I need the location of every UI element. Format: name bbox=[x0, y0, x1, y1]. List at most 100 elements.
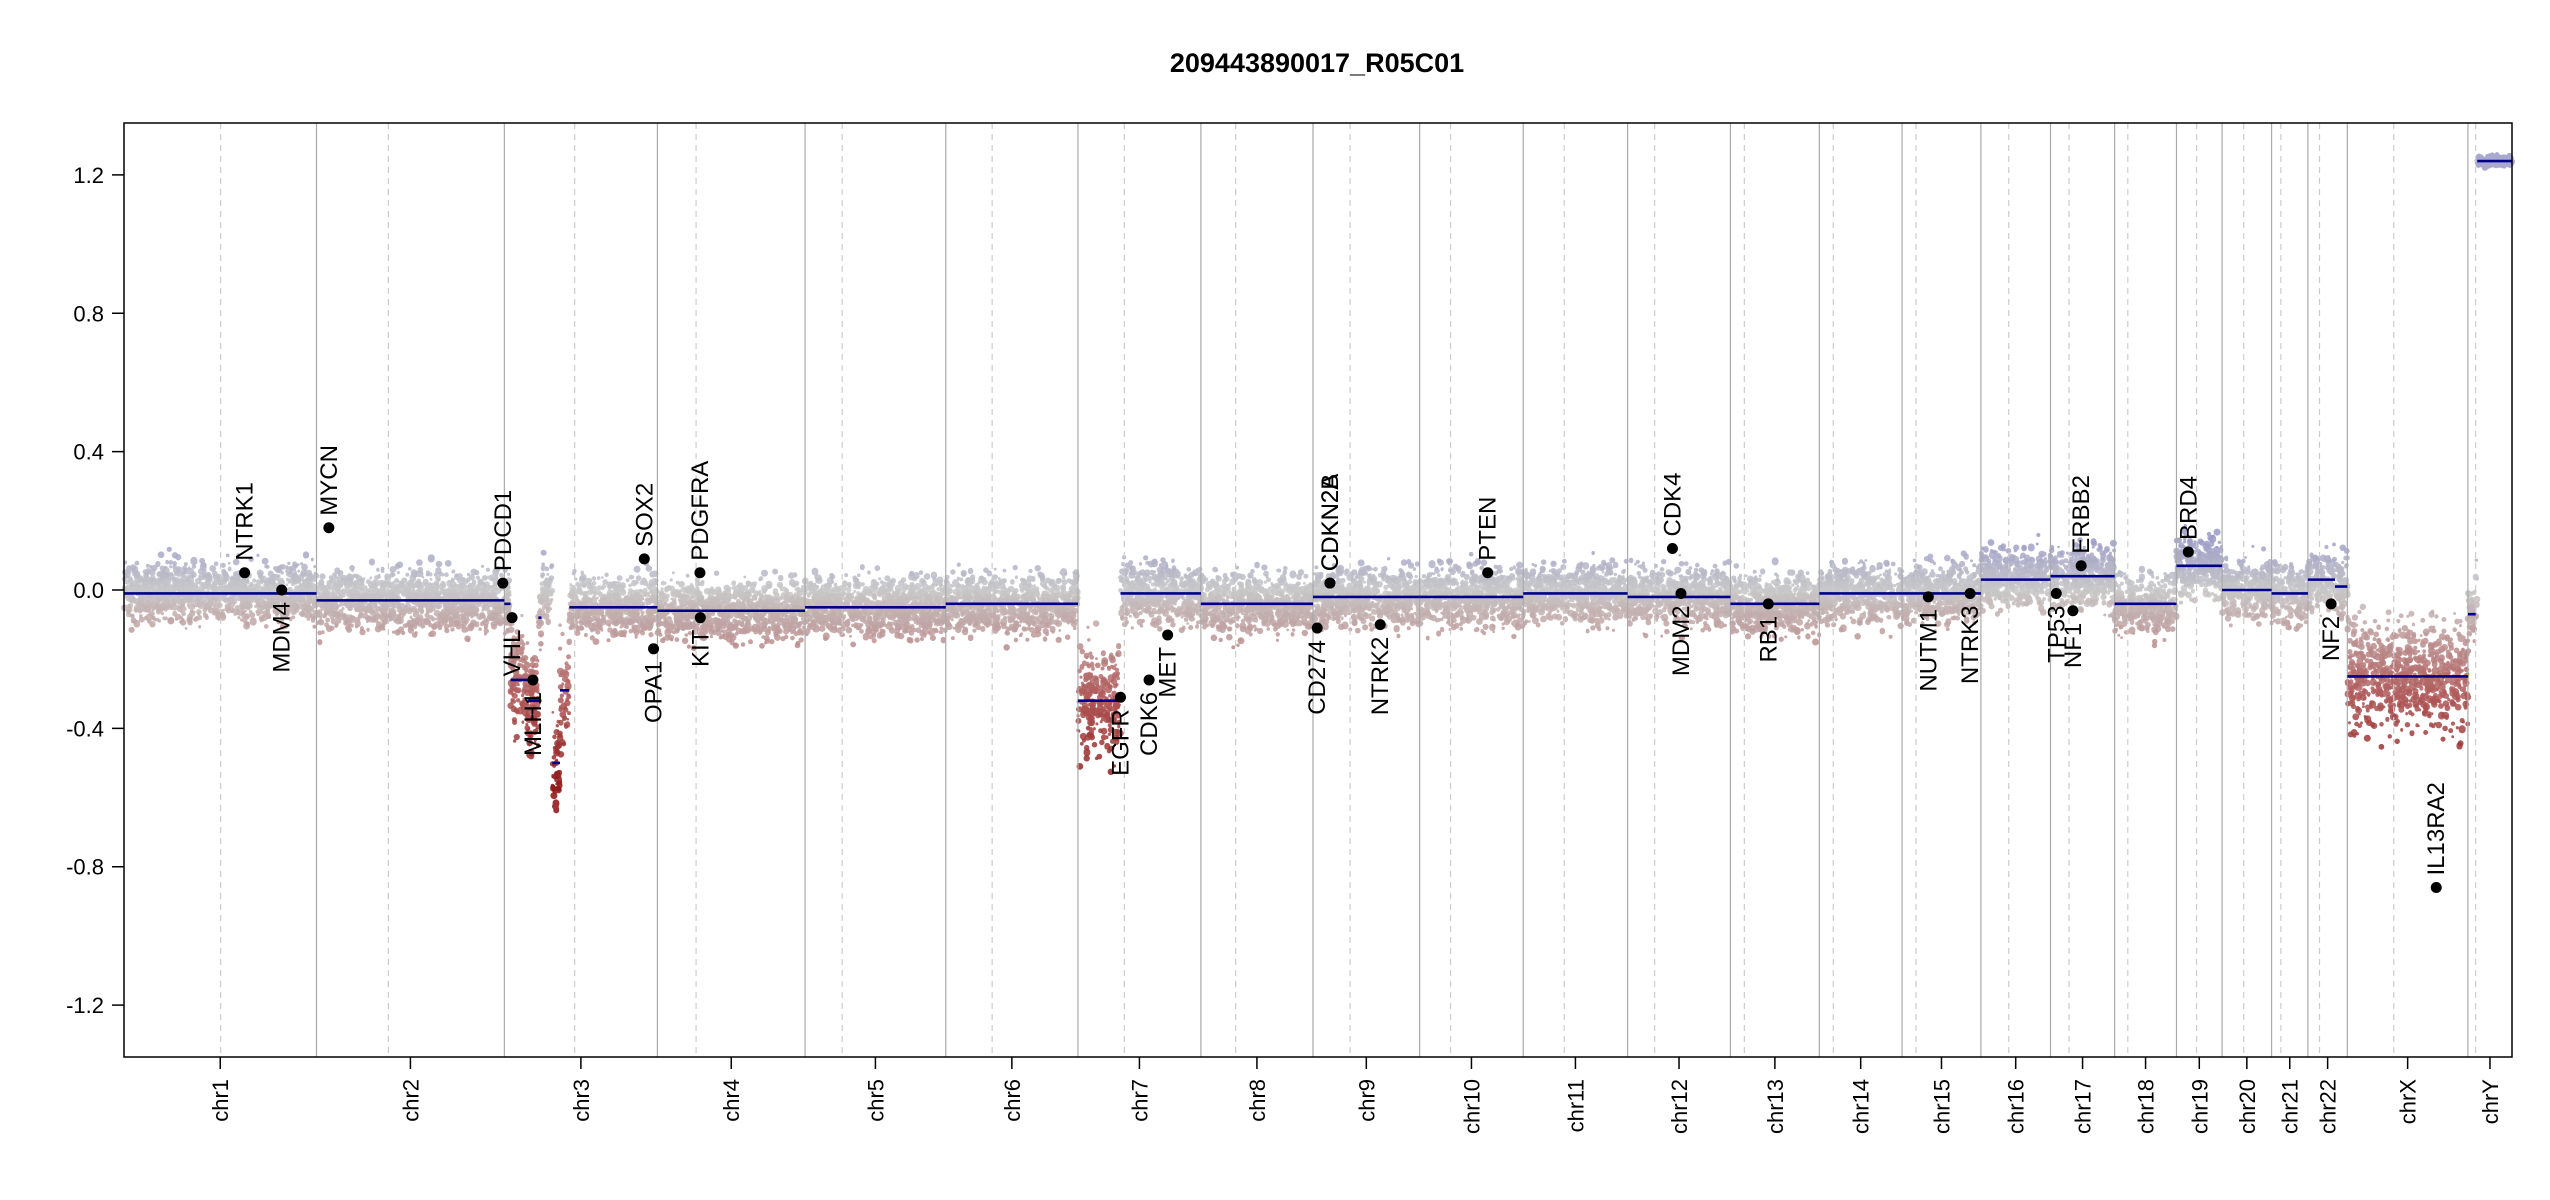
probe-point-cloud bbox=[557, 750, 565, 758]
x-tick-label: chr16 bbox=[2004, 1079, 2029, 1134]
y-tick-label: -0.8 bbox=[66, 855, 104, 880]
probe-point-cloud bbox=[526, 740, 2464, 747]
gene-label: BRD4 bbox=[2175, 476, 2202, 540]
probe-point-cloud bbox=[515, 648, 2451, 657]
probe-point-cloud bbox=[527, 681, 2462, 690]
probe-point-cloud bbox=[1108, 745, 1115, 752]
gene-marker bbox=[694, 612, 706, 624]
gene-label: OPA1 bbox=[641, 661, 668, 723]
y-tick-label: 0.4 bbox=[73, 440, 104, 465]
probe-point-cloud bbox=[513, 673, 2463, 682]
x-tick-label: chr4 bbox=[719, 1079, 744, 1122]
gene-label: CDKN2B bbox=[1317, 474, 1344, 571]
probe-point-cloud bbox=[125, 594, 2333, 603]
gene-label: CDKN2A bbox=[1317, 474, 1344, 571]
x-tick-label: chr11 bbox=[1563, 1079, 1588, 1132]
y-tick-label: 0.0 bbox=[73, 578, 104, 603]
gene-label: NF2 bbox=[2318, 616, 2345, 661]
probe-point-cloud bbox=[530, 714, 2369, 722]
probe-point-cloud bbox=[149, 609, 2236, 618]
probe-point-cloud bbox=[555, 758, 559, 762]
probe-point-cloud bbox=[517, 660, 2446, 669]
gene-label: PDGFRA bbox=[687, 461, 714, 561]
probe-point-cloud bbox=[510, 658, 2464, 667]
probe-point-cloud bbox=[524, 724, 2459, 731]
x-tick-label: chr2 bbox=[398, 1079, 423, 1122]
probe-point-cloud bbox=[552, 763, 1117, 768]
x-tick-label: chrY bbox=[2478, 1079, 2503, 1125]
gene-label: MDM2 bbox=[1668, 605, 1695, 676]
gene-marker bbox=[2075, 560, 2087, 572]
x-tick-label: chr10 bbox=[1459, 1079, 1484, 1134]
probe-point-cloud bbox=[1086, 732, 1092, 738]
x-tick-label: chr22 bbox=[2316, 1079, 2341, 1134]
probe-point-cloud bbox=[129, 579, 2347, 589]
probe-point-cloud bbox=[510, 675, 2467, 684]
probe-point-cloud bbox=[511, 692, 2472, 701]
probe-point-cloud bbox=[554, 768, 1114, 776]
probe-point-cloud bbox=[1083, 694, 2470, 702]
probe-point-cloud bbox=[527, 748, 560, 755]
y-tick-label: -1.2 bbox=[66, 993, 104, 1018]
probe-point-cloud bbox=[400, 629, 2473, 638]
probe-point-cloud bbox=[166, 545, 2267, 554]
probe-point-cloud bbox=[1075, 717, 2465, 725]
probe-point-cloud bbox=[523, 688, 2457, 697]
probe-point-cloud bbox=[521, 718, 2465, 727]
probe-point-cloud bbox=[130, 611, 2480, 621]
probe-point-cloud bbox=[515, 707, 1118, 716]
gene-label: CDK6 bbox=[1136, 692, 1163, 756]
probe-point-cloud bbox=[511, 646, 2465, 654]
gene-marker bbox=[1675, 587, 1687, 599]
probe-point-cloud bbox=[526, 751, 535, 760]
probe-point-cloud bbox=[532, 715, 1117, 724]
x-tick-label: chr20 bbox=[2235, 1079, 2260, 1134]
gene-label: CD274 bbox=[1304, 640, 1331, 715]
x-tick-label: chr15 bbox=[1929, 1079, 1954, 1134]
probe-point-cloud bbox=[727, 631, 2423, 639]
probe-point-cloud bbox=[529, 683, 2462, 692]
x-tick-label: chr8 bbox=[1245, 1079, 1270, 1122]
y-axis: -1.2 -0.8 -0.4 0.0 0.4 0.8 1.2 bbox=[66, 163, 124, 1018]
gene-marker bbox=[648, 643, 660, 655]
probe-point-cloud bbox=[517, 631, 2446, 641]
probe-point-cloud bbox=[138, 615, 2447, 624]
probe-point-cloud bbox=[507, 700, 2438, 710]
gene-marker bbox=[1114, 691, 1126, 703]
gene-marker bbox=[1311, 622, 1323, 634]
gene-marker bbox=[2182, 546, 2194, 558]
x-tick-label: chr3 bbox=[569, 1079, 594, 1122]
chart-title: 209443890017_R05C01 bbox=[1170, 48, 1464, 78]
probe-point-cloud bbox=[510, 683, 2453, 692]
x-tick-label: chr21 bbox=[2278, 1079, 2303, 1134]
x-tick-label: chr13 bbox=[1763, 1079, 1788, 1134]
probe-point-cloud bbox=[531, 655, 2469, 663]
gene-label: RB1 bbox=[1755, 616, 1782, 663]
probe-point-cloud bbox=[552, 743, 2385, 751]
probe-point-cloud bbox=[1003, 643, 2448, 651]
probe-point-cloud bbox=[137, 575, 2350, 585]
probe-point-cloud bbox=[732, 642, 2436, 650]
probe-point-cloud bbox=[520, 644, 2454, 652]
x-tick-label: chr6 bbox=[1000, 1079, 1025, 1122]
probe-point-cloud bbox=[528, 748, 1091, 757]
x-tick-label: chr5 bbox=[863, 1079, 888, 1122]
probe-point-cloud bbox=[1087, 731, 2359, 738]
gene-label: PDCD1 bbox=[490, 490, 517, 571]
gene-label: CDK4 bbox=[1659, 472, 1686, 536]
gene-marker bbox=[1964, 587, 1976, 599]
probe-point-cloud bbox=[1980, 544, 2346, 552]
probe-point-cloud bbox=[527, 725, 2448, 732]
probe-point-cloud bbox=[513, 737, 2400, 746]
probe-point-cloud bbox=[509, 688, 2460, 696]
probe-point-cloud bbox=[524, 667, 2465, 674]
probe-point-cloud bbox=[535, 710, 2415, 719]
probe-point-cloud bbox=[507, 687, 2447, 695]
probe-point-cloud bbox=[513, 706, 2429, 715]
probe-point-cloud bbox=[529, 713, 2449, 721]
probe-point-cloud bbox=[515, 666, 2463, 675]
probe-point-cloud bbox=[1083, 755, 1099, 762]
probe-point-cloud bbox=[139, 597, 2475, 607]
probe-point-cloud bbox=[525, 721, 2471, 729]
probe-point-cloud bbox=[513, 655, 2422, 664]
